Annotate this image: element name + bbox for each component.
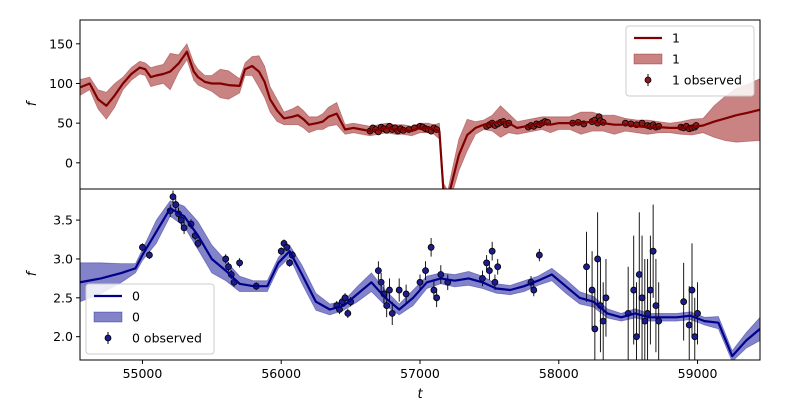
bottom-observed-point bbox=[635, 271, 643, 278]
bottom-observed-point bbox=[169, 193, 177, 201]
bottom-observed-point bbox=[680, 298, 688, 306]
bottom-confidence-band bbox=[80, 200, 760, 360]
bottom-observed-point bbox=[630, 286, 638, 294]
bottom-observed-point bbox=[402, 290, 410, 298]
bottom-observed-point bbox=[194, 240, 202, 247]
bottom-observed-point bbox=[652, 302, 660, 309]
x-axis-label: t bbox=[417, 387, 423, 400]
bottom-legend-point-swatch bbox=[104, 334, 112, 342]
bottom-y-tick-label: 2.0 bbox=[53, 329, 73, 344]
bottom-observed-point bbox=[395, 286, 403, 294]
bottom-observed-point bbox=[374, 267, 382, 275]
bottom-observed-point bbox=[638, 294, 646, 302]
bottom-observed-point bbox=[139, 243, 146, 251]
bottom-observed-point bbox=[535, 251, 543, 259]
top-y-tick-label: 0 bbox=[65, 155, 73, 170]
bottom-observed-point bbox=[479, 274, 486, 282]
bottom-observed-point bbox=[388, 309, 396, 317]
top-y-tick-label: 150 bbox=[49, 36, 73, 51]
top-legend-label: 1 bbox=[672, 52, 680, 67]
bottom-observed-point bbox=[602, 294, 610, 302]
bottom-y-axis-label: f bbox=[25, 269, 40, 276]
x-tick-label: 58000 bbox=[539, 366, 579, 381]
bottom-observed-point bbox=[177, 216, 185, 224]
bottom-observed-point bbox=[427, 243, 435, 251]
bottom-observed-point bbox=[430, 286, 438, 294]
bottom-observed-point bbox=[646, 286, 654, 294]
top-legend-label: 1 bbox=[672, 31, 680, 46]
bottom-legend-label: 0 bbox=[132, 310, 140, 325]
bottom-observed-point bbox=[437, 271, 445, 278]
top-observed-point bbox=[638, 119, 646, 127]
bottom-observed-point bbox=[588, 286, 596, 294]
top-y-ticks: 0 50 100 150 bbox=[49, 36, 80, 170]
bottom-observed-point bbox=[377, 278, 385, 286]
bottom-observed-point bbox=[485, 267, 493, 275]
bottom-observed-point bbox=[530, 286, 538, 294]
bottom-observed-point bbox=[433, 294, 441, 302]
bottom-observed-point bbox=[655, 317, 663, 325]
bottom-observed-point bbox=[383, 302, 391, 309]
bottom-observed-point bbox=[494, 263, 502, 271]
bottom-observed-point bbox=[641, 317, 649, 325]
top-y-tick-label: 50 bbox=[57, 116, 73, 131]
top-y-tick-label: 100 bbox=[49, 76, 73, 91]
bottom-legend-box bbox=[85, 283, 215, 355]
top-legend: 1 1 1 observed bbox=[625, 25, 755, 97]
bottom-observed-point bbox=[416, 278, 424, 286]
bottom-y-tick-label: 2.5 bbox=[53, 290, 73, 305]
bottom-observed-point bbox=[599, 317, 607, 325]
x-tick-label: 57000 bbox=[400, 366, 440, 381]
bottom-y-tick-label: 3.5 bbox=[53, 213, 73, 228]
bottom-observed-point bbox=[225, 263, 232, 271]
bottom-observed-point bbox=[341, 294, 349, 302]
bottom-observed-point bbox=[236, 259, 243, 267]
top-legend-point-swatch bbox=[644, 76, 652, 84]
bottom-observed-point bbox=[180, 224, 188, 232]
bottom-observed-point bbox=[283, 243, 291, 251]
bottom-panel: 2.0 2.5 3.0 3.5 55000 56000 57000 58000 59000 f… bbox=[25, 188, 761, 400]
bottom-observed-point bbox=[583, 263, 590, 271]
top-legend-box bbox=[625, 25, 755, 97]
x-tick-label: 59000 bbox=[678, 366, 718, 381]
bottom-x-ticks: 55000 56000 57000 58000 59000 bbox=[123, 360, 718, 381]
bottom-observed-point bbox=[386, 286, 393, 294]
top-confidence-band bbox=[80, 42, 760, 189]
top-legend-band-swatch bbox=[633, 53, 663, 65]
bottom-y-tick-label: 3.0 bbox=[53, 251, 73, 266]
x-tick-label: 55000 bbox=[123, 366, 163, 381]
top-panel: 0 50 100 150 f 1 1 1 observed bbox=[25, 19, 761, 190]
bottom-observed-point bbox=[649, 247, 657, 255]
bottom-observed-point bbox=[633, 333, 640, 341]
bottom-model-line bbox=[80, 207, 760, 358]
bottom-observed-point bbox=[594, 255, 602, 263]
bottom-y-ticks: 2.0 2.5 3.0 3.5 bbox=[53, 213, 80, 344]
bottom-observed-point bbox=[172, 201, 180, 208]
bottom-legend-band-swatch bbox=[93, 311, 123, 323]
bottom-observed-point bbox=[488, 247, 496, 255]
bottom-observed-point bbox=[286, 259, 293, 267]
bottom-observed-point bbox=[344, 309, 352, 317]
top-model-line bbox=[80, 50, 760, 189]
bottom-observed-point bbox=[277, 247, 285, 255]
x-tick-label: 56000 bbox=[261, 366, 301, 381]
bottom-legend: 0 0 0 observed bbox=[85, 283, 215, 355]
bottom-legend-label: 0 observed bbox=[132, 331, 202, 346]
bottom-legend-label: 0 bbox=[132, 289, 140, 304]
bottom-observed-point bbox=[694, 309, 701, 317]
bottom-observed-point bbox=[222, 255, 230, 263]
bottom-observed-point bbox=[691, 333, 699, 341]
bottom-observed-point bbox=[483, 259, 491, 267]
bottom-observed-point bbox=[145, 251, 153, 259]
bottom-observed-point bbox=[491, 278, 499, 286]
bottom-observed-point bbox=[422, 267, 429, 275]
bottom-observed-point bbox=[591, 325, 599, 333]
top-y-axis-label: f bbox=[25, 99, 40, 106]
bottom-observed-point bbox=[685, 321, 693, 329]
top-legend-label: 1 observed bbox=[672, 73, 742, 88]
bottom-observed-point bbox=[688, 286, 696, 294]
